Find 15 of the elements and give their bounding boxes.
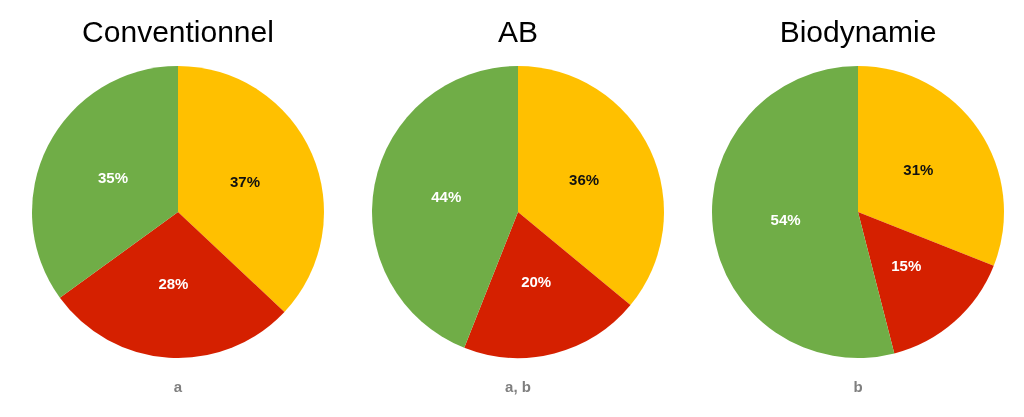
text: a, b [505, 378, 531, 395]
chart-title: Conventionnel [82, 15, 274, 49]
chart-title: AB [497, 15, 539, 49]
data-label: 15% [891, 256, 922, 274]
data-label: 54% [770, 211, 801, 229]
data-label: 44% [431, 188, 462, 206]
data-label: 28% [158, 275, 189, 292]
text: b [853, 378, 863, 395]
text: a [173, 378, 183, 395]
data-label: 31% [903, 161, 934, 179]
chart-title: Biodynamie [779, 15, 937, 49]
data-label: 35% [97, 169, 128, 186]
data-label: 36% [569, 171, 600, 189]
data-label: 20% [521, 272, 552, 290]
data-label: 37% [229, 173, 261, 191]
